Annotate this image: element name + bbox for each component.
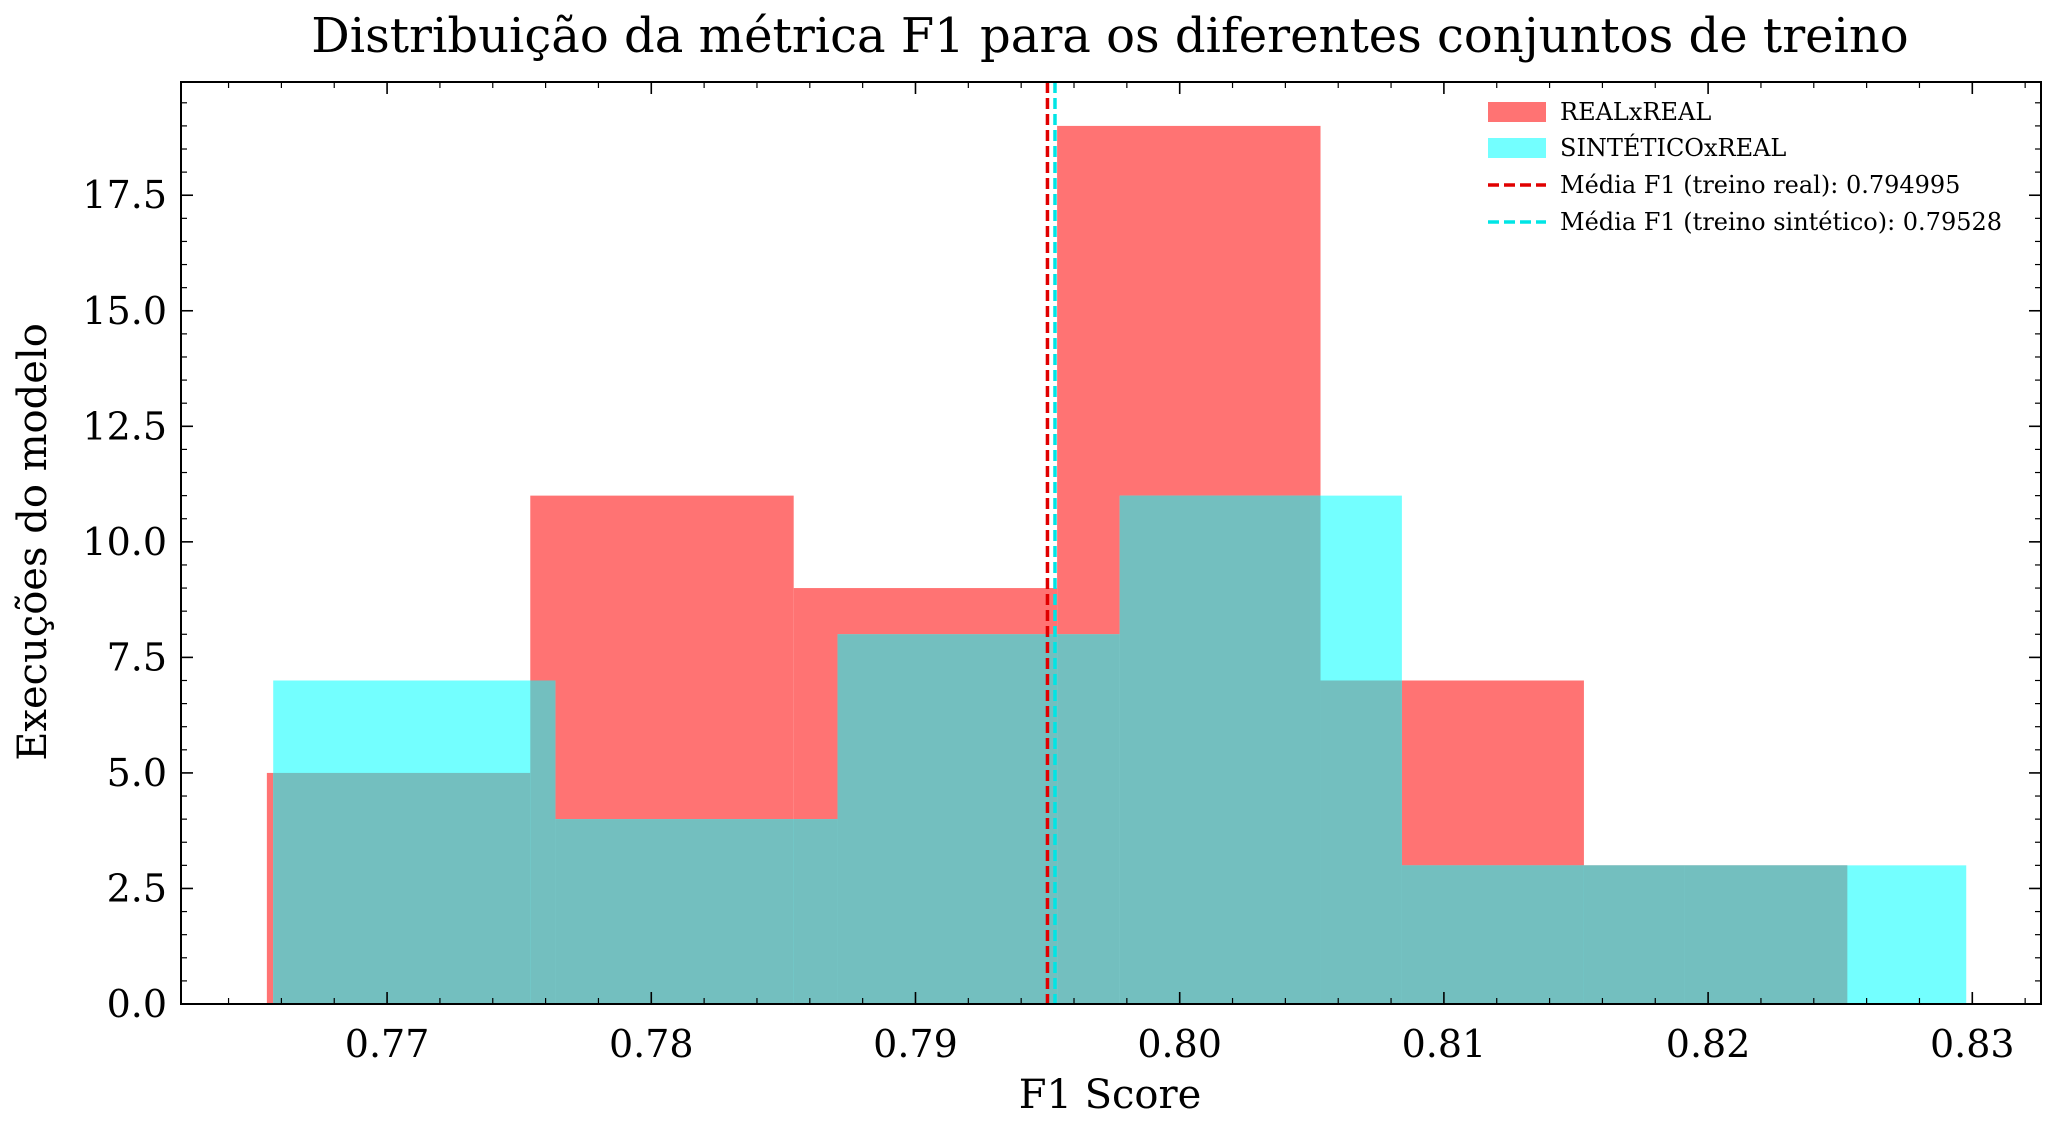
axis-ticks <box>181 82 2041 1005</box>
legend-swatch <box>1488 138 1546 158</box>
legend: REALxREAL SINTÉTICOxREAL Média F1 (treino … <box>1488 98 2002 236</box>
x-tick-label: 0.81 <box>1402 1022 1487 1066</box>
y-tick-label: 15.0 <box>82 289 167 333</box>
x-tick-label: 0.83 <box>1930 1022 2015 1066</box>
y-axis-label: Execuções do modelo <box>10 323 56 761</box>
x-tick-label: 0.77 <box>345 1022 430 1066</box>
y-tick-label: 5.0 <box>107 751 167 795</box>
y-tick-labels: 0.0 2.5 5.0 7.5 10.0 12.5 15.0 17.5 <box>82 173 167 1026</box>
bar-overlap <box>1583 865 1685 1004</box>
mean-lines <box>1045 82 1057 1004</box>
legend-label: REALxREAL <box>1560 98 1711 126</box>
legend-label: SINTÉTICOxREAL <box>1560 133 1786 162</box>
bar-overlap <box>837 634 1058 1004</box>
bar-overlap <box>1401 865 1584 1004</box>
bar-overlap <box>793 819 838 1004</box>
x-tick-label: 0.82 <box>1666 1022 1751 1066</box>
bar-overlap <box>1684 865 1848 1004</box>
legend-label: Média F1 (treino real): 0.794995 <box>1560 171 1960 199</box>
legend-swatch <box>1488 102 1546 122</box>
bar-overlap <box>273 772 531 1004</box>
y-tick-label: 0.0 <box>107 982 167 1026</box>
bar-overlap <box>1119 495 1321 1004</box>
y-tick-label: 2.5 <box>107 866 167 910</box>
plot-frame <box>180 81 2042 1005</box>
bar-overlap <box>1320 680 1402 1004</box>
y-tick-label: 10.0 <box>82 520 167 564</box>
x-tick-label: 0.78 <box>609 1022 694 1066</box>
x-axis-label: F1 Score <box>1019 1072 1202 1118</box>
y-tick-label: 12.5 <box>82 404 167 448</box>
chart-title: Distribuição da métrica F1 para os difer… <box>311 8 1908 64</box>
y-tick-label: 7.5 <box>107 635 167 679</box>
y-tick-label: 17.5 <box>82 173 167 217</box>
bar-overlap <box>555 819 794 1004</box>
bar-overlap <box>1057 634 1120 1004</box>
bar-overlap <box>530 680 556 1004</box>
histogram-bars <box>266 125 1967 1004</box>
x-tick-labels: 0.77 0.78 0.79 0.80 0.81 0.82 0.83 <box>345 1022 2015 1066</box>
legend-label: Média F1 (treino sintético): 0.79528 <box>1560 208 2002 236</box>
x-tick-label: 0.79 <box>873 1022 958 1066</box>
x-tick-label: 0.80 <box>1137 1022 1222 1066</box>
